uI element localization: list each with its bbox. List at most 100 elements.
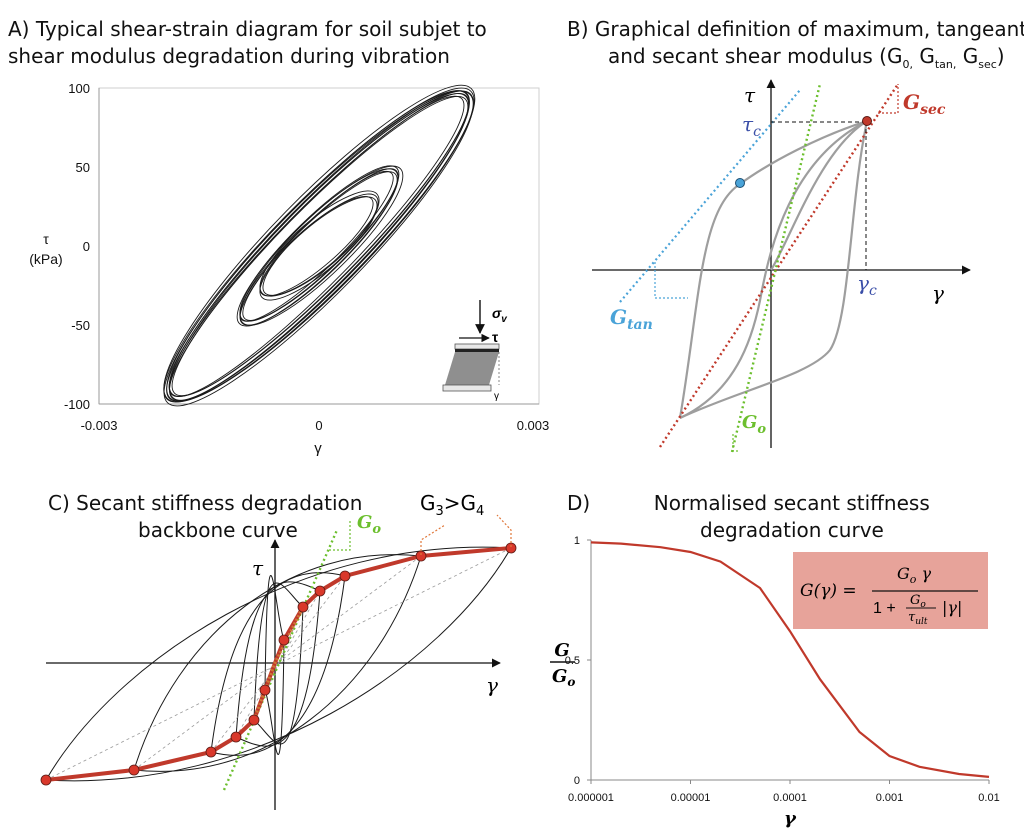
panel-a-loop-4 [166, 93, 470, 402]
panel-b-sep-1: G [912, 44, 935, 68]
formula-num-g: G [897, 564, 910, 583]
panel-c-loop-upper-3 [235, 581, 321, 738]
panel-c-g-o-sub: o [372, 522, 381, 537]
panel-c-g4-bracket [496, 514, 512, 547]
panel-d-ylabel-den: Go [552, 666, 575, 689]
panel-c-title-line1: C) Secant stiffness degradation [48, 491, 363, 515]
panel-a-title-line2: shear modulus degradation during vibrati… [8, 44, 450, 68]
panel-a-ylabel-tau: τ [43, 231, 49, 247]
panel-a-ytick-50: 50 [76, 160, 90, 175]
panel-c-backbone-curve: G3>G4 Go τ γ [40, 491, 517, 810]
panel-b-hysteresis-lower [679, 120, 869, 419]
panel-c-loop-upper-0 [45, 546, 512, 781]
formula-numerator: Go γ [897, 564, 931, 586]
panel-a-loop-8 [163, 90, 474, 407]
panel-a-loop-11 [242, 168, 399, 321]
panel-c-loop-upper-5 [264, 575, 285, 691]
panel-c-marker-2 [205, 746, 217, 758]
panel-b-sub-sec: sec [978, 58, 997, 71]
panel-c-marker-5 [259, 684, 271, 696]
panel-b-g-sec-line [658, 83, 900, 448]
inset-sigma-symbol: σ [492, 305, 502, 321]
panel-b-sub-tan: tan, [934, 58, 957, 71]
panel-a-xtick-0: 0 [315, 418, 322, 433]
panel-b-g-o-triangle [732, 434, 740, 452]
panel-b-gamma-c-sub: c [869, 283, 877, 299]
panel-c-loop-lower-4 [253, 606, 304, 745]
panel-b-sep-2: G [956, 44, 979, 68]
panel-c-backbone-markers [40, 542, 517, 786]
g3g4-g: G [420, 491, 436, 515]
panel-b-g-tan-symbol: G [610, 305, 627, 329]
panel-c-marker-12 [505, 542, 517, 554]
panel-c-gamma-axis-label: γ [486, 673, 498, 697]
panel-c-g-o-symbol: G [357, 512, 372, 533]
panel-a-xtick-0003: 0.003 [517, 418, 550, 433]
panel-d-ytick-1: 1 [574, 535, 580, 547]
panel-c-g3-bracket [420, 524, 446, 555]
panel-d-title-line2: degradation curve [700, 518, 884, 542]
panel-c-g-o-line [222, 529, 339, 791]
panel-b-tau-c-symbol: τ [742, 112, 754, 136]
panel-b-gamma-axis-label: γ [932, 281, 944, 305]
panel-d-xtick-1e-6: 0.000001 [568, 792, 614, 804]
panel-c-loop-lower-1 [133, 555, 422, 772]
panel-b-tau-axis-label: τ [744, 83, 756, 107]
panel-c-g3-g4-label: G3>G4 [420, 491, 484, 519]
panel-b-title-line2-text: and secant shear modulus (G [608, 44, 903, 68]
panel-a-hysteresis-loops [163, 84, 476, 407]
panel-b-modulus-definition: τ γ τc γc Gsec Gtan Go [592, 79, 971, 453]
panel-c-marker-4 [248, 714, 260, 726]
formula-frac-den: τult [908, 610, 928, 627]
panel-a-loop-16 [259, 195, 374, 297]
panel-c-marker-3 [230, 731, 242, 743]
panel-d-ytick-0: 0 [574, 775, 580, 787]
panel-c-marker-8 [297, 601, 309, 613]
panel-d-degradation-chart: 1 0.5 0 0.000001 0.00001 0.0001 0.001 0.… [550, 535, 1000, 829]
panel-c-marker-7 [278, 634, 290, 646]
panel-a-loop-7 [166, 87, 475, 402]
panel-c-marker-1 [128, 764, 140, 776]
panel-c-loop-upper-4 [253, 582, 304, 721]
panel-a-loop-9 [163, 84, 476, 403]
panel-a-loop-1 [171, 93, 470, 397]
panel-b-tangent-point [735, 178, 745, 188]
inset-sigma-label: σv [492, 305, 508, 325]
panel-b-g-sec-label: Gsec [903, 90, 946, 118]
formula-num-gamma: γ [916, 564, 931, 583]
panel-d-ylabel-den-symbol: G [552, 666, 567, 687]
panel-b-g-tan-line [619, 89, 801, 303]
formula-den-one: 1 + [873, 600, 896, 617]
panel-b-title-line2: and secant shear modulus (G0, Gtan, Gsec… [608, 43, 1005, 78]
panel-a-ytick-100: 100 [68, 81, 90, 96]
g3g4-3: 3 [436, 504, 444, 519]
panel-c-loop-lower-3 [235, 590, 321, 747]
panel-a-loop-19 [259, 190, 380, 297]
panel-a-inset-shear-element: σv τ γ [442, 300, 508, 402]
panel-b-g-o-label: Go [742, 412, 766, 437]
formula-frac-num-g: G [910, 593, 920, 608]
g3g4-4: 4 [476, 504, 484, 519]
formula-frac-num-sub: o [920, 600, 926, 610]
panel-b-sub-0: 0, [902, 58, 913, 71]
panel-b-g-o-sub: o [757, 422, 766, 437]
panel-d-degradation-curve [590, 541, 990, 778]
inset-gamma-label: γ [494, 391, 499, 402]
formula-frac-den-tau: τ [908, 610, 916, 625]
panel-c-marker-11 [415, 550, 427, 562]
panel-c-tau-axis-label: τ [252, 556, 264, 580]
panel-b-title-line1: B) Graphical definition of maximum, tang… [567, 17, 1024, 41]
panel-b-g-sec-sub: sec [920, 102, 946, 118]
panel-a-xtick-m0003: -0.003 [81, 418, 118, 433]
panel-c-hysteresis-loops [45, 546, 512, 782]
panel-d-formula: G(γ) = Go γ 1 + Go τult |γ| [800, 564, 978, 627]
panel-d-ylabel-den-sub: o [567, 675, 575, 689]
panel-b-g-tan-label: Gtan [610, 305, 653, 333]
panel-b-close: ) [996, 44, 1005, 68]
panel-a-loop-5 [169, 90, 474, 401]
panel-a-xlabel-gamma: γ [314, 440, 322, 457]
panel-c-loop-upper-2 [210, 572, 346, 753]
panel-a-loop-18 [259, 196, 378, 301]
panel-b-g-tan-triangle [654, 262, 688, 299]
